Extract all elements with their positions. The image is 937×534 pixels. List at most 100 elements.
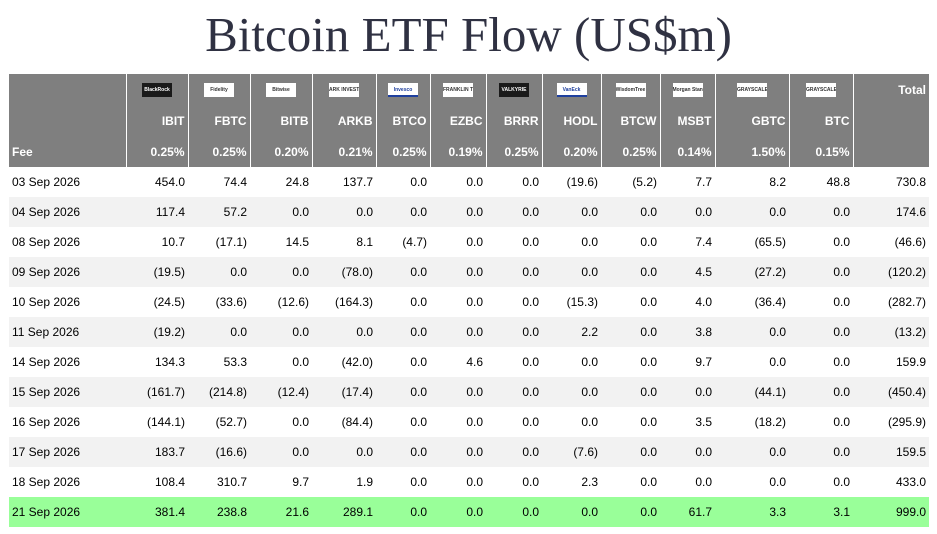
issuer-logo: FRANKLIN TEMPLETON: [443, 82, 473, 97]
flow-cell: 0.0: [789, 287, 853, 317]
flow-cell: 0.0: [660, 197, 715, 227]
flow-cell: 0.0: [486, 167, 542, 197]
ticker-corner-cell: [9, 105, 126, 136]
flow-cell: 0.0: [430, 437, 486, 467]
flow-cell: 0.0: [542, 347, 601, 377]
flow-cell: (17.1): [188, 227, 250, 257]
flow-cell: 0.0: [789, 317, 853, 347]
flow-cell: 0.0: [430, 407, 486, 437]
fee-cell: 0.25%: [485, 136, 542, 167]
issuer-logo-cell: VanEck: [541, 74, 601, 105]
table-row: 18 Sep 2026 108.4 310.7 9.7 1.9 0.0 0.0 0.0 2.3 0…: [9, 467, 929, 497]
flow-cell: (84.4): [312, 407, 376, 437]
flow-cell: 0.0: [250, 317, 312, 347]
flow-cell: 0.0: [486, 287, 542, 317]
flow-cell: 0.0: [188, 257, 250, 287]
flow-cell: 0.0: [430, 167, 486, 197]
flow-cell: 10.7: [126, 227, 188, 257]
flow-cell: 137.7: [312, 167, 376, 197]
flow-cell: 0.0: [542, 257, 601, 287]
flow-cell: 7.4: [660, 227, 715, 257]
total-cell: (120.2): [853, 257, 929, 287]
issuer-logo: VALKYRIE: [499, 82, 529, 97]
fee-cell: 0.25%: [600, 136, 660, 167]
flow-cell: 0.0: [486, 347, 542, 377]
ticker-cell: MSBT: [659, 105, 715, 136]
flow-cell: 0.0: [430, 287, 486, 317]
date-cell: 10 Sep 2026: [9, 287, 126, 317]
flow-cell: 0.0: [486, 377, 542, 407]
fee-cell: 0.19%: [429, 136, 486, 167]
flow-cell: 2.3: [542, 467, 601, 497]
flow-cell: (19.5): [126, 257, 188, 287]
flow-cell: 0.0: [789, 377, 853, 407]
flow-cell: 0.0: [376, 257, 430, 287]
flow-cell: 0.0: [376, 437, 430, 467]
flow-cell: 0.0: [376, 167, 430, 197]
flow-cell: 0.0: [376, 467, 430, 497]
flow-cell: 454.0: [126, 167, 188, 197]
flow-cell: 117.4: [126, 197, 188, 227]
flow-cell: 0.0: [486, 497, 542, 527]
flow-cell: 0.0: [430, 377, 486, 407]
flow-cell: (5.2): [601, 167, 660, 197]
issuer-logo-cell: Invesco: [375, 74, 430, 105]
flow-cell: 0.0: [430, 197, 486, 227]
flow-cell: (214.8): [188, 377, 250, 407]
flow-cell: (78.0): [312, 257, 376, 287]
page-title: Bitcoin ETF Flow (US$m): [205, 7, 732, 62]
fee-label: Fee: [9, 136, 126, 167]
ticker-cell: BTCO: [375, 105, 430, 136]
flow-cell: 0.0: [660, 437, 715, 467]
flow-cell: 61.7: [660, 497, 715, 527]
issuer-logo-cell: GRAYSCALE: [788, 74, 853, 105]
flow-cell: 0.0: [601, 197, 660, 227]
fee-row: Fee 0.25% 0.25% 0.20% 0.21% 0.25% 0.19% 0.25% 0.…: [9, 136, 929, 167]
flow-cell: 0.0: [250, 407, 312, 437]
total-cell: 159.5: [853, 437, 929, 467]
total-cell: 730.8: [853, 167, 929, 197]
table-row: 16 Sep 2026 (144.1) (52.7) 0.0 (84.4) 0.0 0.0 0…: [9, 407, 929, 437]
date-cell: 18 Sep 2026: [9, 467, 126, 497]
flow-cell: 0.0: [430, 317, 486, 347]
issuer-logo: WisdomTree: [615, 82, 646, 97]
flow-cell: 0.0: [601, 317, 660, 347]
flow-cell: 0.0: [601, 287, 660, 317]
ticker-cell: GBTC: [714, 105, 789, 136]
flow-cell: (16.6): [188, 437, 250, 467]
flow-cell: 0.0: [789, 467, 853, 497]
flow-cell: 0.0: [312, 317, 376, 347]
flow-cell: 0.0: [250, 197, 312, 227]
flow-cell: 0.0: [660, 377, 715, 407]
issuer-logo-cell: GRAYSCALE: [714, 74, 789, 105]
issuer-logo-cell: Morgan Stanley: [659, 74, 715, 105]
flow-cell: 0.0: [188, 317, 250, 347]
flow-cell: 8.1: [312, 227, 376, 257]
flow-cell: 0.0: [376, 287, 430, 317]
flow-cell: 0.0: [542, 407, 601, 437]
flow-cell: 0.0: [789, 347, 853, 377]
flow-cell: 0.0: [312, 197, 376, 227]
table-row: 21 Sep 2026 381.4 238.8 21.6 289.1 0.0 0.0 0.0 0…: [9, 497, 929, 527]
flow-cell: 0.0: [486, 437, 542, 467]
issuer-logo: GRAYSCALE: [737, 82, 767, 97]
ticker-cell: BITB: [249, 105, 312, 136]
flow-cell: 0.0: [486, 197, 542, 227]
flow-cell: 0.0: [376, 407, 430, 437]
issuer-logo-cell: VALKYRIE: [485, 74, 542, 105]
flow-cell: 0.0: [601, 227, 660, 257]
flow-cell: 48.8: [789, 167, 853, 197]
fee-cell: 1.50%: [714, 136, 789, 167]
flow-cell: 108.4: [126, 467, 188, 497]
date-cell: 16 Sep 2026: [9, 407, 126, 437]
total-cell: 999.0: [853, 497, 929, 527]
flow-cell: 289.1: [312, 497, 376, 527]
flow-cell: 0.0: [601, 407, 660, 437]
issuer-logo: GRAYSCALE: [806, 82, 836, 97]
fee-cell: 0.20%: [249, 136, 312, 167]
flow-cell: 0.0: [789, 437, 853, 467]
table-row: 09 Sep 2026 (19.5) 0.0 0.0 (78.0) 0.0 0.0 0.0 0.…: [9, 257, 929, 287]
table-row: 11 Sep 2026 (19.2) 0.0 0.0 0.0 0.0 0.0 0.0 2.2 0.…: [9, 317, 929, 347]
flow-cell: 381.4: [126, 497, 188, 527]
flow-cell: 0.0: [376, 347, 430, 377]
